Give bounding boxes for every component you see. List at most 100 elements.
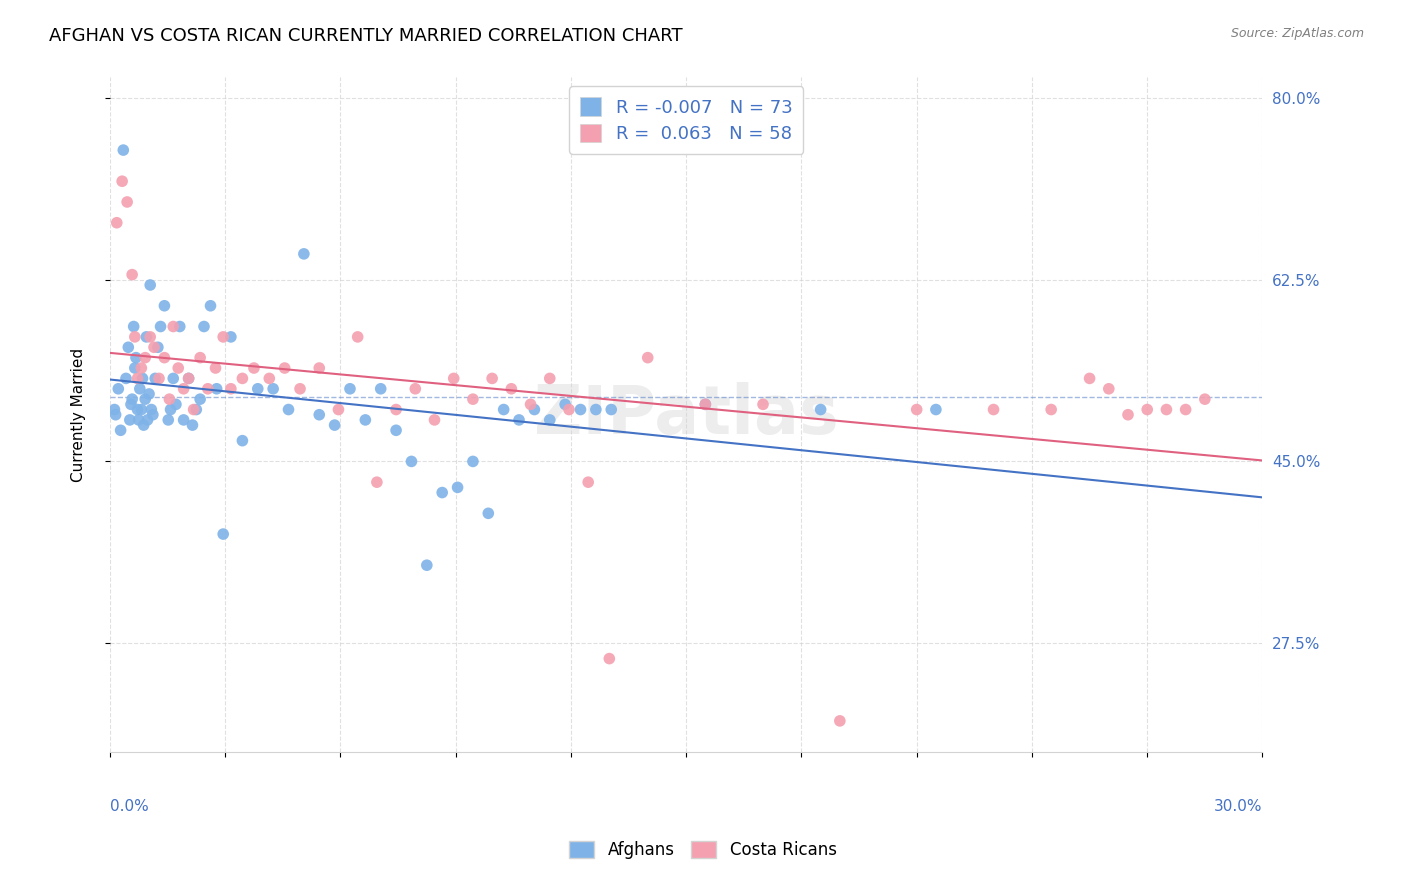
Point <box>128 413 150 427</box>
Point <box>905 402 928 417</box>
Point <box>231 434 253 448</box>
Point <box>212 527 235 541</box>
Text: Source: ZipAtlas.com: Source: ZipAtlas.com <box>1230 27 1364 40</box>
Point <box>416 558 439 573</box>
Point <box>246 382 269 396</box>
Point <box>105 216 128 230</box>
Point <box>366 475 388 490</box>
Point <box>1136 402 1159 417</box>
Point <box>107 382 129 396</box>
Point <box>695 397 717 411</box>
Point <box>188 351 211 365</box>
Point <box>120 397 142 411</box>
Point <box>576 475 599 490</box>
Text: 0.0%: 0.0% <box>110 798 149 814</box>
Text: ZIPatlas: ZIPatlas <box>534 382 838 448</box>
Point <box>183 402 205 417</box>
Point <box>177 371 200 385</box>
Point <box>231 371 253 385</box>
Point <box>461 454 484 468</box>
Point <box>212 330 235 344</box>
Point <box>157 392 180 406</box>
Point <box>385 402 408 417</box>
Point <box>117 340 139 354</box>
Point <box>443 371 465 385</box>
Point <box>354 413 377 427</box>
Point <box>104 408 127 422</box>
Point <box>288 382 311 396</box>
Point <box>538 413 561 427</box>
Point <box>1098 382 1121 396</box>
Point <box>598 651 620 665</box>
Point <box>273 361 295 376</box>
Point <box>167 361 190 376</box>
Point <box>181 418 204 433</box>
Point <box>339 382 361 396</box>
Point <box>501 382 523 396</box>
Point <box>1116 408 1139 422</box>
Point <box>637 351 659 365</box>
Point <box>404 382 426 396</box>
Legend: Afghans, Costa Ricans: Afghans, Costa Ricans <box>562 834 844 866</box>
Point <box>131 361 153 376</box>
Text: 30.0%: 30.0% <box>1213 798 1263 814</box>
Point <box>219 382 242 396</box>
Point <box>135 330 157 344</box>
Point <box>143 371 166 385</box>
Point <box>259 371 281 385</box>
Point <box>277 402 299 417</box>
Point <box>162 319 184 334</box>
Point <box>200 299 222 313</box>
Point <box>477 506 499 520</box>
Point <box>481 371 503 385</box>
Point <box>219 330 242 344</box>
Point <box>142 408 165 422</box>
Point <box>122 319 145 334</box>
Point <box>153 351 176 365</box>
Point <box>139 278 162 293</box>
Point <box>828 714 851 728</box>
Point <box>695 397 717 411</box>
Point <box>292 247 315 261</box>
Point <box>188 392 211 406</box>
Point <box>243 361 266 376</box>
Point <box>600 402 623 417</box>
Point <box>173 382 195 396</box>
Point <box>165 397 187 411</box>
Point <box>925 402 948 417</box>
Point <box>569 402 592 417</box>
Point <box>131 402 153 417</box>
Point <box>136 413 159 427</box>
Point <box>173 413 195 427</box>
Point <box>1156 402 1178 417</box>
Text: AFGHAN VS COSTA RICAN CURRENTLY MARRIED CORRELATION CHART: AFGHAN VS COSTA RICAN CURRENTLY MARRIED … <box>49 27 683 45</box>
Point <box>983 402 1005 417</box>
Point <box>111 174 134 188</box>
Point <box>157 413 180 427</box>
Point <box>138 387 160 401</box>
Point <box>205 382 228 396</box>
Point <box>193 319 215 334</box>
Point <box>461 392 484 406</box>
Point <box>124 330 146 344</box>
Point <box>370 382 392 396</box>
Point <box>110 423 132 437</box>
Point <box>308 408 330 422</box>
Point <box>115 371 138 385</box>
Point <box>432 485 454 500</box>
Point <box>141 402 163 417</box>
Point <box>127 371 149 385</box>
Point <box>134 392 156 406</box>
Point <box>103 402 125 417</box>
Point <box>1174 402 1197 417</box>
Point <box>128 382 150 396</box>
Point <box>346 330 368 344</box>
Point <box>554 397 576 411</box>
Point <box>186 402 208 417</box>
Point <box>523 402 546 417</box>
Point <box>153 299 176 313</box>
Legend: R = -0.007   N = 73, R =  0.063   N = 58: R = -0.007 N = 73, R = 0.063 N = 58 <box>569 87 803 154</box>
Point <box>115 194 138 209</box>
Point <box>162 371 184 385</box>
Point <box>124 361 146 376</box>
